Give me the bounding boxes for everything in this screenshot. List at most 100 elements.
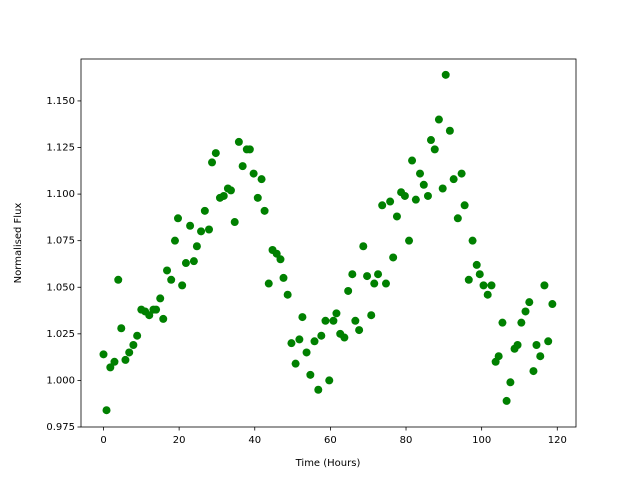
- point: [332, 309, 341, 318]
- point: [249, 169, 258, 178]
- point: [464, 275, 473, 284]
- point: [548, 300, 557, 309]
- point: [208, 158, 217, 167]
- point: [200, 206, 209, 215]
- point: [405, 236, 414, 245]
- point: [167, 275, 176, 284]
- point: [408, 156, 417, 165]
- point: [129, 341, 138, 350]
- point: [264, 279, 273, 288]
- point: [453, 214, 462, 223]
- x-tick-label: 20: [173, 435, 186, 446]
- y-tick-label: 1.000: [46, 375, 75, 386]
- point: [351, 316, 360, 325]
- point: [344, 286, 353, 295]
- point: [321, 316, 330, 325]
- point: [197, 227, 206, 236]
- y-tick-label: 1.125: [46, 143, 75, 154]
- x-tick-label: 120: [548, 435, 567, 446]
- x-tick-label: 0: [100, 435, 106, 446]
- point: [189, 257, 198, 266]
- point: [272, 249, 281, 258]
- y-tick-label: 1.050: [46, 282, 75, 293]
- point: [159, 314, 168, 323]
- point: [170, 236, 179, 245]
- point: [178, 281, 187, 290]
- y-tick-label: 1.100: [46, 189, 75, 200]
- point: [532, 341, 541, 350]
- point: [245, 145, 254, 154]
- point: [475, 270, 484, 279]
- point: [483, 290, 492, 299]
- point: [506, 378, 515, 387]
- point: [314, 385, 323, 394]
- point: [445, 126, 454, 135]
- point: [517, 318, 526, 327]
- point: [173, 214, 182, 223]
- x-tick-label: 100: [472, 435, 491, 446]
- point: [389, 253, 398, 262]
- point: [257, 175, 266, 184]
- point: [479, 281, 488, 290]
- point: [468, 236, 477, 245]
- point: [392, 212, 401, 221]
- point: [310, 337, 319, 346]
- point: [487, 281, 496, 290]
- point: [419, 180, 428, 189]
- point: [367, 311, 376, 320]
- point: [502, 396, 511, 405]
- point: [355, 326, 364, 335]
- point: [156, 294, 165, 303]
- point: [386, 197, 395, 206]
- y-tick-label: 1.075: [46, 236, 75, 247]
- y-axis-label: Normalised Flux: [13, 203, 24, 284]
- point: [411, 195, 420, 204]
- point: [381, 279, 390, 288]
- point: [283, 290, 292, 299]
- x-tick-label: 40: [248, 435, 261, 446]
- point: [226, 186, 235, 195]
- point: [125, 348, 134, 357]
- point: [110, 357, 119, 366]
- point: [295, 335, 304, 344]
- point: [540, 281, 549, 290]
- point: [544, 337, 553, 346]
- point: [513, 341, 522, 350]
- point: [230, 218, 239, 227]
- point: [498, 318, 507, 327]
- point: [340, 333, 349, 342]
- point: [449, 175, 458, 184]
- point: [287, 339, 296, 348]
- point: [370, 279, 379, 288]
- point: [426, 136, 435, 145]
- point: [192, 242, 201, 251]
- point: [181, 259, 190, 268]
- point: [205, 225, 214, 234]
- x-tick-label: 60: [324, 435, 337, 446]
- point: [378, 201, 387, 210]
- point: [329, 316, 338, 325]
- y-tick-label: 0.975: [46, 422, 75, 433]
- point: [494, 352, 503, 361]
- point: [363, 272, 372, 281]
- point: [416, 169, 425, 178]
- point: [359, 242, 368, 251]
- point: [529, 367, 538, 376]
- point: [163, 266, 172, 275]
- point: [306, 370, 315, 379]
- point: [291, 359, 300, 368]
- point: [374, 270, 383, 279]
- x-tick-label: 80: [400, 435, 413, 446]
- point: [438, 184, 447, 193]
- point: [260, 206, 269, 215]
- point: [219, 191, 228, 200]
- point: [276, 255, 285, 264]
- point: [279, 273, 288, 282]
- point: [434, 115, 443, 124]
- point: [211, 149, 220, 158]
- point: [423, 191, 432, 200]
- point: [152, 305, 161, 314]
- point: [145, 311, 154, 320]
